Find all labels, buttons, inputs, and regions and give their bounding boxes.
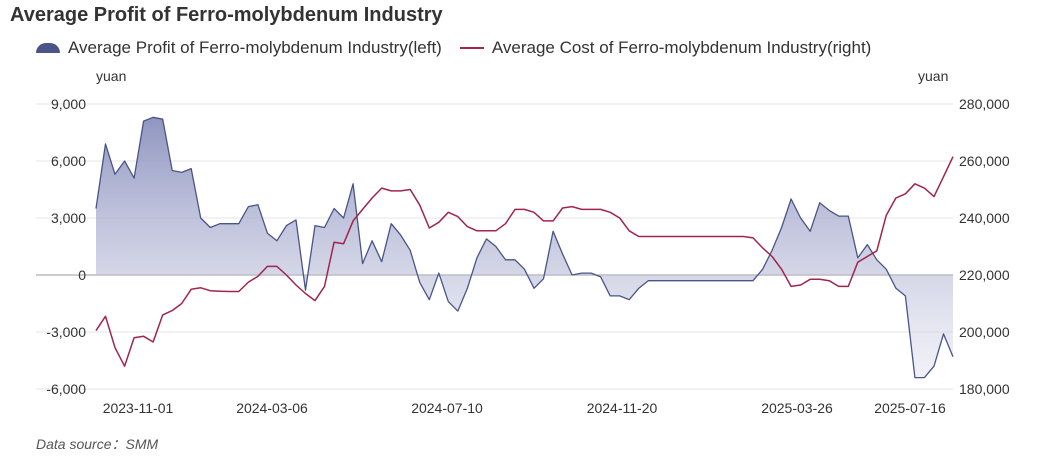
- legend-label-profit: Average Profit of Ferro-molybdenum Indus…: [68, 38, 442, 57]
- profit-area: [96, 117, 953, 378]
- x-tick-label: 2025-03-26: [761, 400, 833, 416]
- left-tick-label: 3,000: [51, 210, 86, 226]
- left-tick-label: 9,000: [51, 96, 86, 112]
- right-tick-label: 240,000: [959, 210, 1010, 226]
- left-tick-label: -3,000: [46, 324, 86, 340]
- legend: Average Profit of Ferro-molybdenum Indus…: [36, 38, 889, 58]
- right-tick-label: 180,000: [959, 381, 1010, 397]
- legend-area-swatch-icon: [36, 43, 60, 53]
- left-tick-label: 6,000: [51, 153, 86, 169]
- right-tick-label: 200,000: [959, 324, 1010, 340]
- cost-line: [95, 156, 954, 367]
- x-tick-label: 2024-11-20: [587, 400, 658, 416]
- right-axis-unit: yuan: [918, 68, 949, 84]
- right-tick-label: 280,000: [959, 96, 1010, 112]
- right-tick-label: 260,000: [959, 153, 1010, 169]
- legend-line-swatch-icon: [459, 47, 484, 49]
- legend-item-profit[interactable]: Average Profit of Ferro-molybdenum Indus…: [36, 38, 442, 58]
- legend-item-cost[interactable]: Average Cost of Ferro-molybdenum Industr…: [459, 38, 872, 58]
- x-tick-label: 2023-11-01: [103, 400, 174, 416]
- right-tick-label: 220,000: [959, 267, 1010, 283]
- x-tick-label: 2024-07-10: [411, 400, 483, 416]
- left-axis-unit: yuan: [96, 68, 127, 84]
- left-tick-label: 0: [78, 267, 86, 283]
- left-tick-label: -6,000: [46, 381, 86, 397]
- data-source: Data source：SMM: [36, 436, 159, 452]
- axis-layer: 9,000 6,000 3,000 0 -3,000 -6,000 280,000 260,0…: [46, 96, 1010, 416]
- x-tick-label: 2024-03-06: [236, 400, 308, 416]
- legend-label-cost: Average Cost of Ferro-molybdenum Industr…: [491, 38, 872, 57]
- chart-title: Average Profit of Ferro-molybdenum Indus…: [10, 4, 443, 26]
- series-layer: [95, 116, 954, 379]
- x-tick-label: 2025-07-16: [874, 400, 946, 416]
- profit-line: [95, 116, 954, 379]
